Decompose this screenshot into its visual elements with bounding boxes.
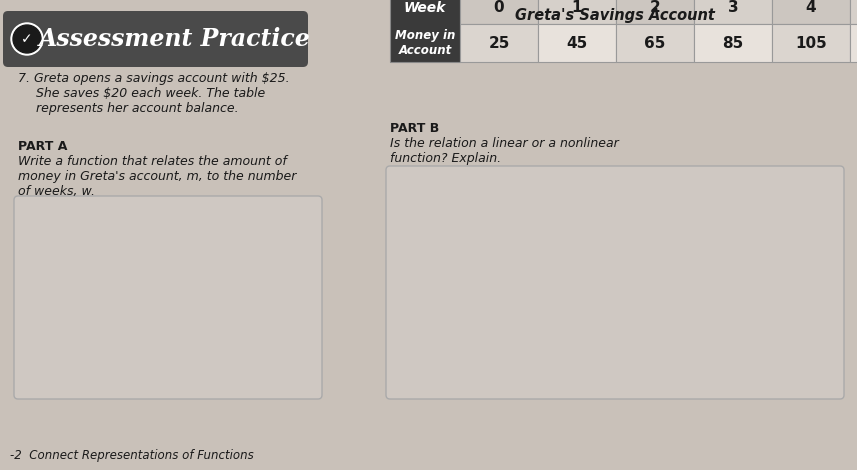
Text: 25: 25 [488, 36, 510, 50]
Text: Write a function that relates the amount of: Write a function that relates the amount… [18, 155, 287, 168]
Bar [694, 24, 772, 62]
Text: 2: 2 [650, 0, 661, 16]
FancyBboxPatch shape [386, 166, 844, 399]
Text: She saves $20 each week. The table: She saves $20 each week. The table [36, 87, 266, 100]
Text: Week: Week [404, 1, 446, 15]
Text: PART A: PART A [18, 140, 68, 153]
Bar [616, 24, 694, 62]
Text: 65: 65 [644, 36, 666, 50]
Bar [772, 0, 850, 24]
Bar [460, 24, 538, 62]
Text: 4: 4 [806, 0, 817, 16]
Bar [694, 0, 772, 24]
Bar [772, 24, 850, 62]
Text: 7. Greta opens a savings account with $25.: 7. Greta opens a savings account with $2… [18, 72, 290, 85]
Bar [850, 0, 857, 24]
Text: -2  Connect Representations of Functions: -2 Connect Representations of Functions [10, 449, 254, 462]
Bar [390, 0, 460, 62]
Text: ✓: ✓ [21, 32, 33, 46]
Circle shape [13, 25, 41, 53]
FancyBboxPatch shape [3, 11, 308, 67]
Text: function? Explain.: function? Explain. [390, 152, 501, 165]
Text: money in Greta's account, m, to the number: money in Greta's account, m, to the numb… [18, 170, 297, 183]
Text: PART B: PART B [390, 122, 440, 135]
Text: Is the relation a linear or a nonlinear: Is the relation a linear or a nonlinear [390, 137, 619, 150]
Bar [616, 0, 694, 24]
FancyBboxPatch shape [14, 196, 322, 399]
Text: of weeks, w.: of weeks, w. [18, 185, 95, 198]
Text: represents her account balance.: represents her account balance. [36, 102, 238, 115]
Text: 1: 1 [572, 0, 582, 16]
Bar [850, 24, 857, 62]
Bar [460, 0, 538, 24]
Text: 105: 105 [795, 36, 827, 50]
Bar [538, 0, 616, 24]
Text: Assessment Practice: Assessment Practice [39, 27, 311, 51]
Text: 45: 45 [566, 36, 588, 50]
Text: Greta's Savings Account: Greta's Savings Account [515, 8, 715, 23]
Text: Money in
Account: Money in Account [395, 29, 455, 57]
Bar [538, 24, 616, 62]
Circle shape [11, 23, 43, 55]
Text: 0: 0 [494, 0, 504, 16]
Text: 3: 3 [728, 0, 739, 16]
Text: 85: 85 [722, 36, 744, 50]
